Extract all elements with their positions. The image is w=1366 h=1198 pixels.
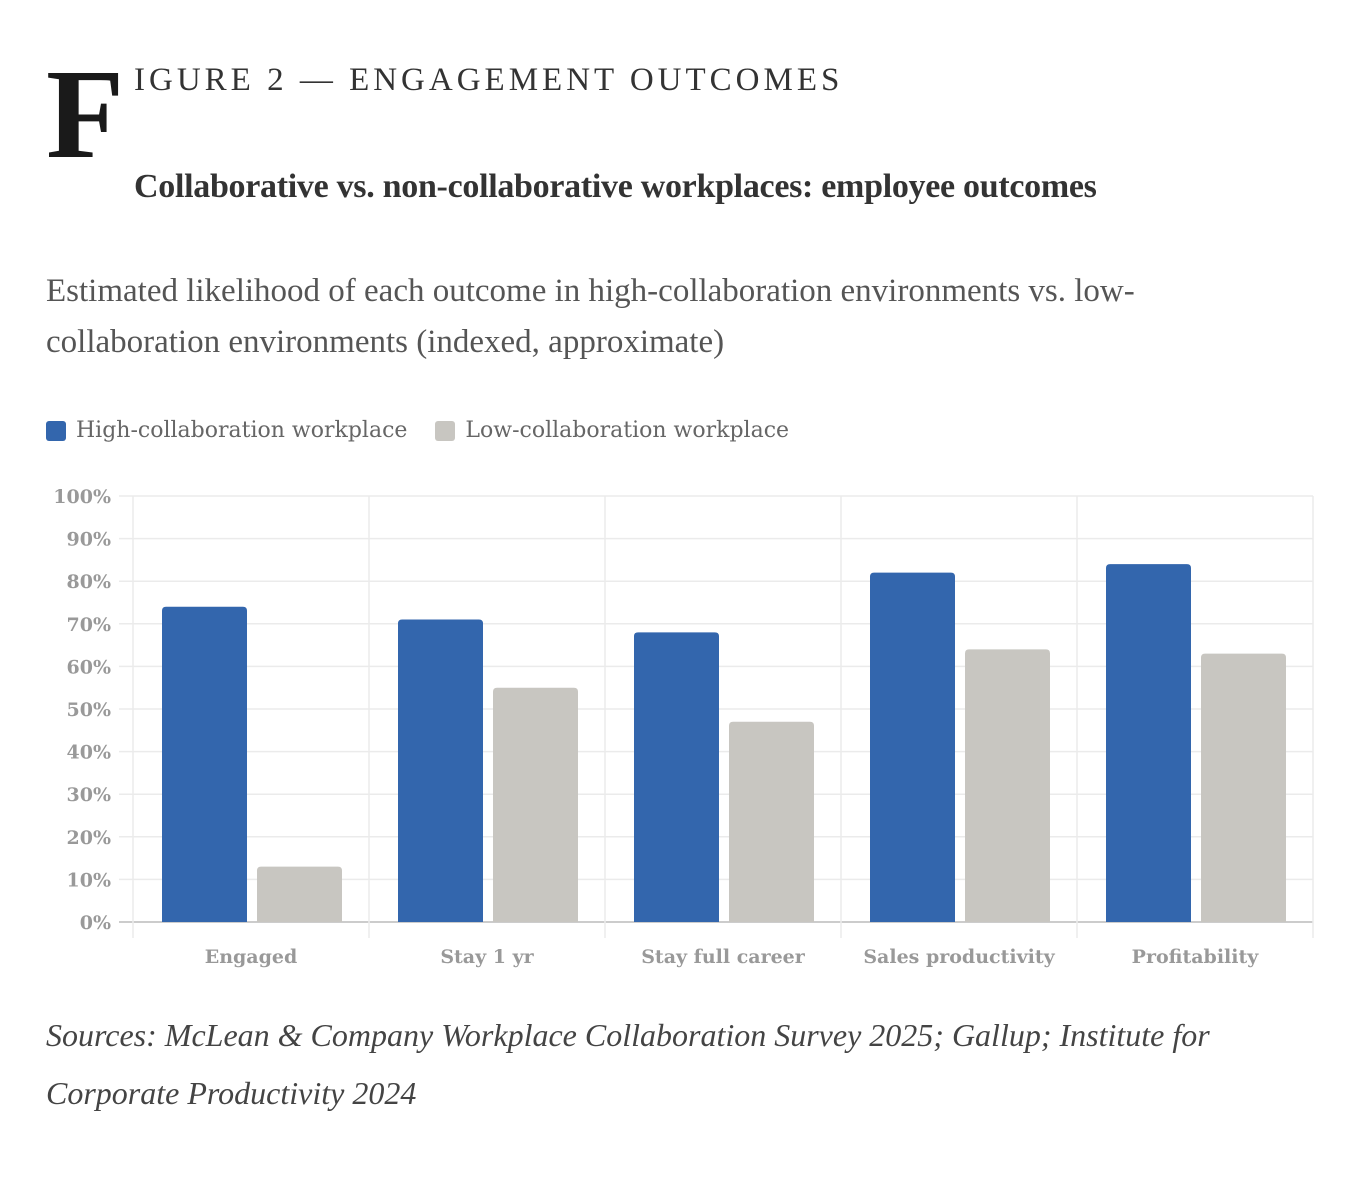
- legend: High-collaboration workplace Low-collabo…: [46, 418, 789, 443]
- bar-high: [162, 606, 247, 922]
- legend-item-low: Low-collaboration workplace: [435, 418, 789, 443]
- bar-low: [729, 721, 814, 922]
- y-tick-label: 20%: [67, 827, 112, 849]
- x-category-label: Sales productivity: [863, 946, 1055, 968]
- bar-low: [1201, 653, 1286, 922]
- legend-swatch-low: [435, 420, 456, 441]
- bar-low: [257, 866, 342, 922]
- y-tick-label: 50%: [67, 699, 112, 721]
- bar-low: [493, 687, 578, 922]
- bar-chart: 0% 10% 20% 30% 40% 50% 60% 70% 80% 90% 100% Engaged…: [53, 486, 1314, 968]
- chart-subtitle: Estimated likelihood of each outcome in …: [46, 273, 1135, 360]
- x-category-label: Profitability: [1132, 946, 1260, 968]
- legend-label-high: High-collaboration workplace: [76, 418, 408, 443]
- y-tick-label: 80%: [67, 571, 112, 593]
- x-category-label: Stay full career: [641, 946, 806, 968]
- y-tick-label: 40%: [67, 742, 112, 764]
- y-tick-label: 100%: [53, 486, 111, 508]
- y-tick-label: 70%: [67, 614, 112, 636]
- x-category-label: Engaged: [205, 946, 298, 968]
- y-tick-label: 30%: [67, 784, 112, 806]
- bar-high: [870, 572, 955, 922]
- bar-high: [1106, 564, 1191, 922]
- bar-high: [634, 632, 719, 922]
- source-note: Sources: McLean & Company Workplace Coll…: [46, 1017, 1210, 1111]
- y-tick-label: 60%: [67, 656, 112, 678]
- legend-label-low: Low-collaboration workplace: [465, 418, 790, 443]
- drop-cap: F: [46, 43, 125, 185]
- legend-item-high: High-collaboration workplace: [46, 418, 407, 443]
- y-tick-label: 0%: [80, 912, 111, 934]
- bar-low: [965, 649, 1050, 922]
- figure-label: IGURE 2 — ENGAGEMENT OUTCOMES: [134, 62, 844, 98]
- x-category-label: Stay 1 yr: [440, 946, 534, 968]
- bar-high: [398, 619, 483, 922]
- legend-swatch-high: [46, 420, 66, 441]
- y-tick-label: 10%: [67, 869, 112, 891]
- y-tick-label: 90%: [67, 529, 112, 551]
- chart-title: Collaborative vs. non-collaborative work…: [134, 168, 1097, 205]
